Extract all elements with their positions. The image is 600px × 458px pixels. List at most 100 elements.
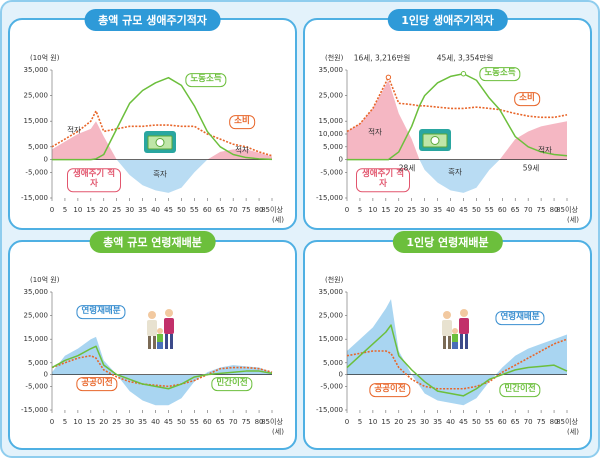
y-unit: (10억 원) [30,275,60,284]
x-tick-label: 45 [164,206,173,214]
x-tick-label: 30 [420,418,429,426]
x-tick-label: 0 [50,206,54,214]
x-tick-label: 75 [537,206,546,214]
y-tick-label: 5,000 [323,359,343,367]
series-label: 민간이전 [211,377,253,391]
area-positive [347,80,567,160]
y-tick-label: -15,000 [21,194,48,202]
y-tick-label: -15,000 [316,194,343,202]
y-unit: (10억 원) [30,53,60,62]
x-tick-label: 20 [99,206,108,214]
x-tick-label: 60 [203,418,212,426]
x-tick-label: 35 [433,418,442,426]
icon [147,309,174,349]
x-tick-label: 65 [511,418,520,426]
y-tick-label: 25,000 [24,92,49,100]
x-tick-label: 50 [472,418,481,426]
x-tick-label: 65 [216,206,225,214]
x-tick-label: 45 [459,418,468,426]
series-line [347,72,568,161]
x-tick-label: 50 [177,206,186,214]
icon [442,309,469,349]
x-tick-label: 10 [73,418,82,426]
y-tick-label: -15,000 [316,406,343,414]
chart: 35,000 25,000 15,000 5,000 0 -5,000 -15,000 (천원… [316,275,579,436]
icon [419,129,451,151]
x-tick-label: 60 [498,418,507,426]
x-tick-label: 50 [472,206,481,214]
x-tick-label: 80 [255,206,264,214]
x-tick-label: 30 [125,206,134,214]
x-tick-label: 70 [229,418,238,426]
x-tick-label: 55 [485,206,494,214]
chart-title: 1인당 연령재배분 [392,231,503,253]
x-tick-label: 35 [138,418,147,426]
series-line [51,110,273,157]
x-tick-label: 85이상 [261,417,283,426]
x-tick-label: 85이상 [261,205,283,214]
annotation: 28세 [398,163,416,173]
x-tick-label: 55 [485,418,494,426]
chart-panel: 35,000 25,000 15,000 5,000 0 -5,000 -15,000 (천원… [303,231,592,450]
y-tick-label: 35,000 [319,288,344,296]
x-tick-label: 25 [112,206,121,214]
x-tick-label: 25 [407,418,416,426]
series-line [346,324,568,397]
x-tick-label: 20 [394,418,403,426]
y-tick-label: 35,000 [319,66,344,74]
x-tick-label: 85이상 [556,205,578,214]
x-tick-label: 25 [112,418,121,426]
x-tick-label: 15 [86,206,95,214]
annotation: 적자 [67,125,81,135]
series-label: 연령재배분 [76,305,126,319]
series-line [52,76,273,161]
chart: 35,000 25,000 15,000 10,000 5,000 0 -5,000 -15,… [316,53,579,224]
chart-panel: 35,000 25,000 15,000 5,000 0 -5,000 -15,000 (10… [8,231,297,450]
x-tick-label: 5 [63,418,67,426]
area-positive [52,336,272,375]
y-tick-label: 35,000 [24,288,49,296]
chart-panel: 35,000 25,000 15,000 5,000 0 -5,000 -15,000 (10… [8,9,297,230]
y-tick-label: 0 [44,156,48,164]
x-tick-label: 10 [73,206,82,214]
x-tick-label: 10 [368,206,377,214]
y-unit: (천원) [325,53,344,62]
y-tick-label: 25,000 [319,92,344,100]
series-label: 노동소득 [185,73,227,87]
chart: 35,000 25,000 15,000 5,000 0 -5,000 -15,000 (10… [21,53,284,224]
x-tick-label: 15 [86,418,95,426]
x-tick-label: 35 [433,206,442,214]
x-unit: (세) [272,215,284,224]
y-tick-label: -5,000 [320,168,343,176]
y-tick-label: -5,000 [25,168,48,176]
y-tick-label: 25,000 [319,312,344,320]
icon [144,131,176,153]
y-tick-label: 35,000 [24,66,49,74]
x-tick-label: 70 [524,206,533,214]
x-tick-label: 5 [63,206,67,214]
series-label: 생애주기 적자 [356,168,410,192]
y-unit: (천원) [325,275,344,284]
x-tick-label: 55 [190,206,199,214]
y-tick-label: 15,000 [24,335,49,343]
x-tick-label: 80 [255,418,264,426]
x-tick-label: 40 [446,418,455,426]
y-tick-label: 25,000 [24,312,49,320]
peak-marker [385,74,392,80]
x-tick-label: 75 [537,418,546,426]
x-tick-label: 40 [151,418,160,426]
x-tick-label: 45 [459,206,468,214]
x-tick-label: 20 [394,206,403,214]
series-line [51,345,273,390]
area-negative [411,374,496,406]
x-tick-label: 10 [368,418,377,426]
annotation: 16세, 3,216만원 [353,53,411,63]
chart-title: 총액 규모 연령재배분 [89,231,216,253]
x-tick-label: 5 [358,418,362,426]
area-negative [419,159,500,193]
y-tick-label: -5,000 [25,382,48,390]
chart-title: 1인당 생애주기적자 [387,9,508,31]
annotation: 59세 [522,163,540,173]
area-positive [52,121,272,160]
